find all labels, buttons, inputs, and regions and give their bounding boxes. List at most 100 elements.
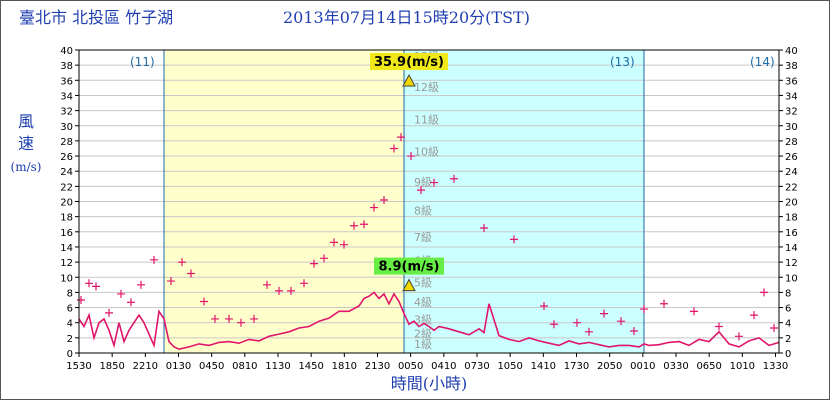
y-tick-label: 32: [60, 107, 73, 118]
gust-marker: [640, 305, 648, 314]
gust-marker: [370, 203, 378, 212]
gust-marker: [340, 240, 348, 249]
gust-marker: [480, 224, 488, 233]
gust-marker: [167, 277, 175, 286]
y-tick-label: 4: [67, 319, 73, 330]
x-axis-label: 時間(小時): [391, 374, 468, 393]
y-tick-label: 12: [60, 258, 73, 269]
y-tick-label: 22: [785, 182, 798, 193]
gust-marker: [237, 318, 245, 327]
observation-time: 2013年07月14日15時20分(TST): [283, 8, 530, 27]
y-tick-label: 36: [785, 76, 798, 87]
x-tick-label: 1330: [763, 361, 788, 372]
x-tick-label: 1050: [497, 361, 522, 372]
gust-marker: [275, 286, 283, 295]
gust-marker: [85, 279, 93, 288]
peak-marker-1: [402, 74, 416, 87]
x-tick-label: 1850: [99, 361, 124, 372]
gust-marker: [407, 152, 415, 161]
gust-marker: [417, 186, 425, 195]
x-tick-label: 1010: [730, 361, 755, 372]
y-tick-label: 14: [60, 243, 73, 254]
beaufort-level-label: 9級: [414, 176, 432, 189]
y-tick-label: 0: [785, 349, 791, 360]
gust-marker: [510, 235, 518, 244]
gust-marker: [310, 259, 318, 268]
y-tick-label: 18: [60, 213, 73, 224]
beaufort-level-label: 2級: [414, 327, 432, 340]
y-tick-label: 24: [60, 167, 73, 178]
y-tick-label: 26: [785, 152, 798, 163]
y-tick-label: 20: [60, 198, 73, 209]
gust-marker: [263, 280, 271, 289]
y-tick-label: 18: [785, 213, 798, 224]
x-tick-label: 0810: [232, 361, 257, 372]
y-tick-label: 14: [785, 243, 798, 254]
gust-marker: [360, 220, 368, 229]
gust-marker: [715, 322, 723, 331]
x-tick-label: 1730: [564, 361, 589, 372]
x-tick-labels: 1530 1850 2210 0130 0450 0810 1130 1450 1810 2130…: [66, 361, 788, 372]
y-tick-label: 12: [785, 258, 798, 269]
y-tick-label: 34: [60, 91, 73, 102]
beaufort-level-label: 3級: [414, 314, 432, 327]
x-tick-label: 1450: [298, 361, 323, 372]
x-tick-label: 0730: [464, 361, 489, 372]
y-axis-label-char-2: 速: [18, 134, 34, 153]
gust-marker: [390, 144, 398, 153]
day-label: (11): [130, 55, 155, 69]
y-axis-label-char-1: 風: [18, 112, 34, 131]
beaufort-level-label: 12級: [414, 81, 439, 94]
gust-marker: [225, 314, 233, 323]
gust-marker: [617, 317, 625, 326]
gust-marker: [735, 332, 743, 341]
gust-marker: [178, 258, 186, 267]
axes: [75, 49, 783, 357]
y-tick-label: 6: [785, 304, 791, 315]
x-tick-label: 0650: [696, 361, 721, 372]
y-axis-label: 風 速 (m/s): [11, 112, 42, 174]
peak-annotations: 35.9(m/s) 8.9(m/s): [370, 53, 448, 292]
day-label: (14): [750, 55, 775, 69]
y-tick-label: 8: [67, 288, 73, 299]
gust-marker: [187, 269, 195, 278]
gust-marker: [600, 309, 608, 318]
gust-marker: [127, 298, 135, 307]
peak-label-2: 8.9(m/s): [379, 260, 440, 275]
day-label: (13): [610, 55, 635, 69]
gust-marker: [770, 324, 778, 333]
gust-marker: [350, 221, 358, 230]
gust-marker: [750, 311, 758, 320]
gust-marker: [380, 195, 388, 204]
gust-marker: [150, 255, 158, 264]
gust-marker: [330, 238, 338, 247]
gust-marker: [137, 280, 145, 289]
peak-label-box-2: [374, 257, 444, 275]
beaufort-level-label: 1級: [414, 338, 432, 351]
x-tick-label: 1130: [265, 361, 290, 372]
beaufort-level-label: 11級: [414, 114, 439, 127]
x-tick-label: 2050: [597, 361, 622, 372]
x-tick-label: 1410: [531, 361, 556, 372]
gust-marker: [92, 282, 100, 291]
y-tick-label: 10: [60, 273, 73, 284]
gust-marker: [430, 178, 438, 187]
gust-marker: [540, 302, 548, 311]
gust-marker: [300, 279, 308, 288]
gust-marker: [320, 254, 328, 263]
gust-marker: [77, 295, 85, 304]
y-tick-label: 16: [60, 228, 73, 239]
y-tick-label: 28: [785, 137, 798, 148]
x-tick-label: 0050: [398, 361, 423, 372]
beaufort-level-label: 7級: [414, 231, 432, 244]
gust-series: [77, 133, 778, 341]
y-tick-label: 22: [60, 182, 73, 193]
y-tick-label: 32: [785, 107, 798, 118]
wind-speed-series: [78, 291, 780, 351]
y-tick-label: 30: [785, 122, 798, 133]
beaufort-level-label: 8級: [414, 205, 432, 218]
